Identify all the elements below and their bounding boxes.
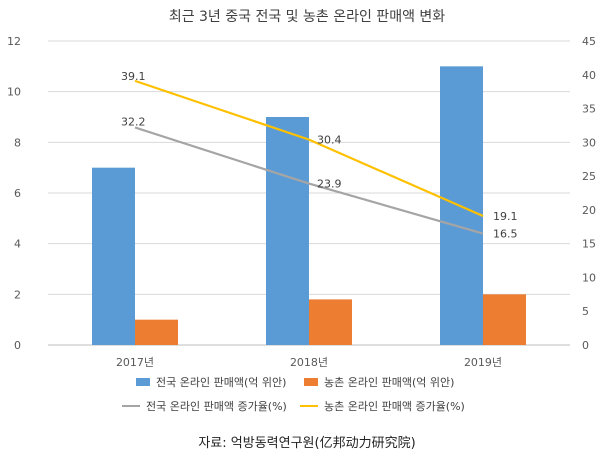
legend-label-rural-growth: 농촌 온라인 판매액 증가율(%)	[324, 400, 465, 413]
data-label: 39.1	[121, 70, 146, 83]
y-right-tick-label: 45	[582, 35, 596, 48]
data-label: 32.2	[121, 115, 146, 128]
legend-item-rural-sales: 농촌 온라인 판매액(억 위안)	[304, 374, 454, 390]
data-label: 30.4	[317, 134, 342, 147]
bar-rural	[483, 294, 526, 345]
bar-rural	[135, 319, 178, 345]
y-left-tick-label: 4	[14, 238, 21, 251]
legend-swatch-national-growth	[122, 405, 140, 407]
source-note: 자료: 억방동력연구원(亿邦动力研究院)	[198, 436, 416, 451]
legend-label-national-sales: 전국 온라인 판매액(억 위안)	[156, 376, 287, 389]
data-label: 16.5	[493, 228, 518, 241]
bar-national	[266, 117, 309, 345]
chart-title: 최근 3년 중국 전국 및 농촌 온라인 판매액 변화	[168, 9, 446, 25]
y-left-tick-label: 0	[14, 339, 21, 352]
legend-swatch-rural-growth	[300, 405, 318, 407]
legend-swatch-national-sales	[136, 378, 150, 386]
y-right-tick-label: 10	[582, 271, 596, 284]
y-left-tick-label: 8	[14, 136, 21, 149]
legend-item-national-sales: 전국 온라인 판매액(억 위안)	[136, 374, 286, 390]
data-label: 23.9	[317, 178, 342, 191]
y-left-tick-label: 10	[7, 86, 21, 99]
legend-swatch-rural-sales	[304, 378, 318, 386]
y-right-tick-label: 40	[582, 69, 596, 82]
y-right-tick-label: 20	[582, 204, 596, 217]
legend-item-national-growth: 전국 온라인 판매액 증가율(%)	[122, 398, 287, 414]
line-national-growth	[134, 126, 484, 235]
bar-rural	[309, 299, 352, 345]
y-left-tick-label: 6	[14, 187, 21, 200]
x-tick-label: 2017년	[116, 356, 154, 369]
bar-national	[92, 167, 135, 345]
legend-item-rural-growth: 농촌 온라인 판매액 증가율(%)	[300, 398, 465, 414]
line-rural-growth	[134, 79, 484, 217]
y-right-tick-label: 30	[582, 136, 596, 149]
x-tick-label: 2018년	[290, 356, 328, 369]
legend-label-rural-sales: 농촌 온라인 판매액(억 위안)	[324, 376, 455, 389]
data-label: 19.1	[493, 210, 518, 223]
y-left-tick-label: 12	[7, 35, 21, 48]
y-right-tick-label: 15	[582, 238, 596, 251]
x-tick-label: 2019년	[464, 356, 502, 369]
legend-label-national-growth: 전국 온라인 판매액 증가율(%)	[146, 400, 287, 413]
y-right-tick-label: 0	[582, 339, 589, 352]
y-right-tick-label: 25	[582, 170, 596, 183]
y-right-tick-label: 5	[582, 305, 589, 318]
y-right-tick-label: 35	[582, 103, 596, 116]
y-left-tick-label: 2	[14, 288, 21, 301]
